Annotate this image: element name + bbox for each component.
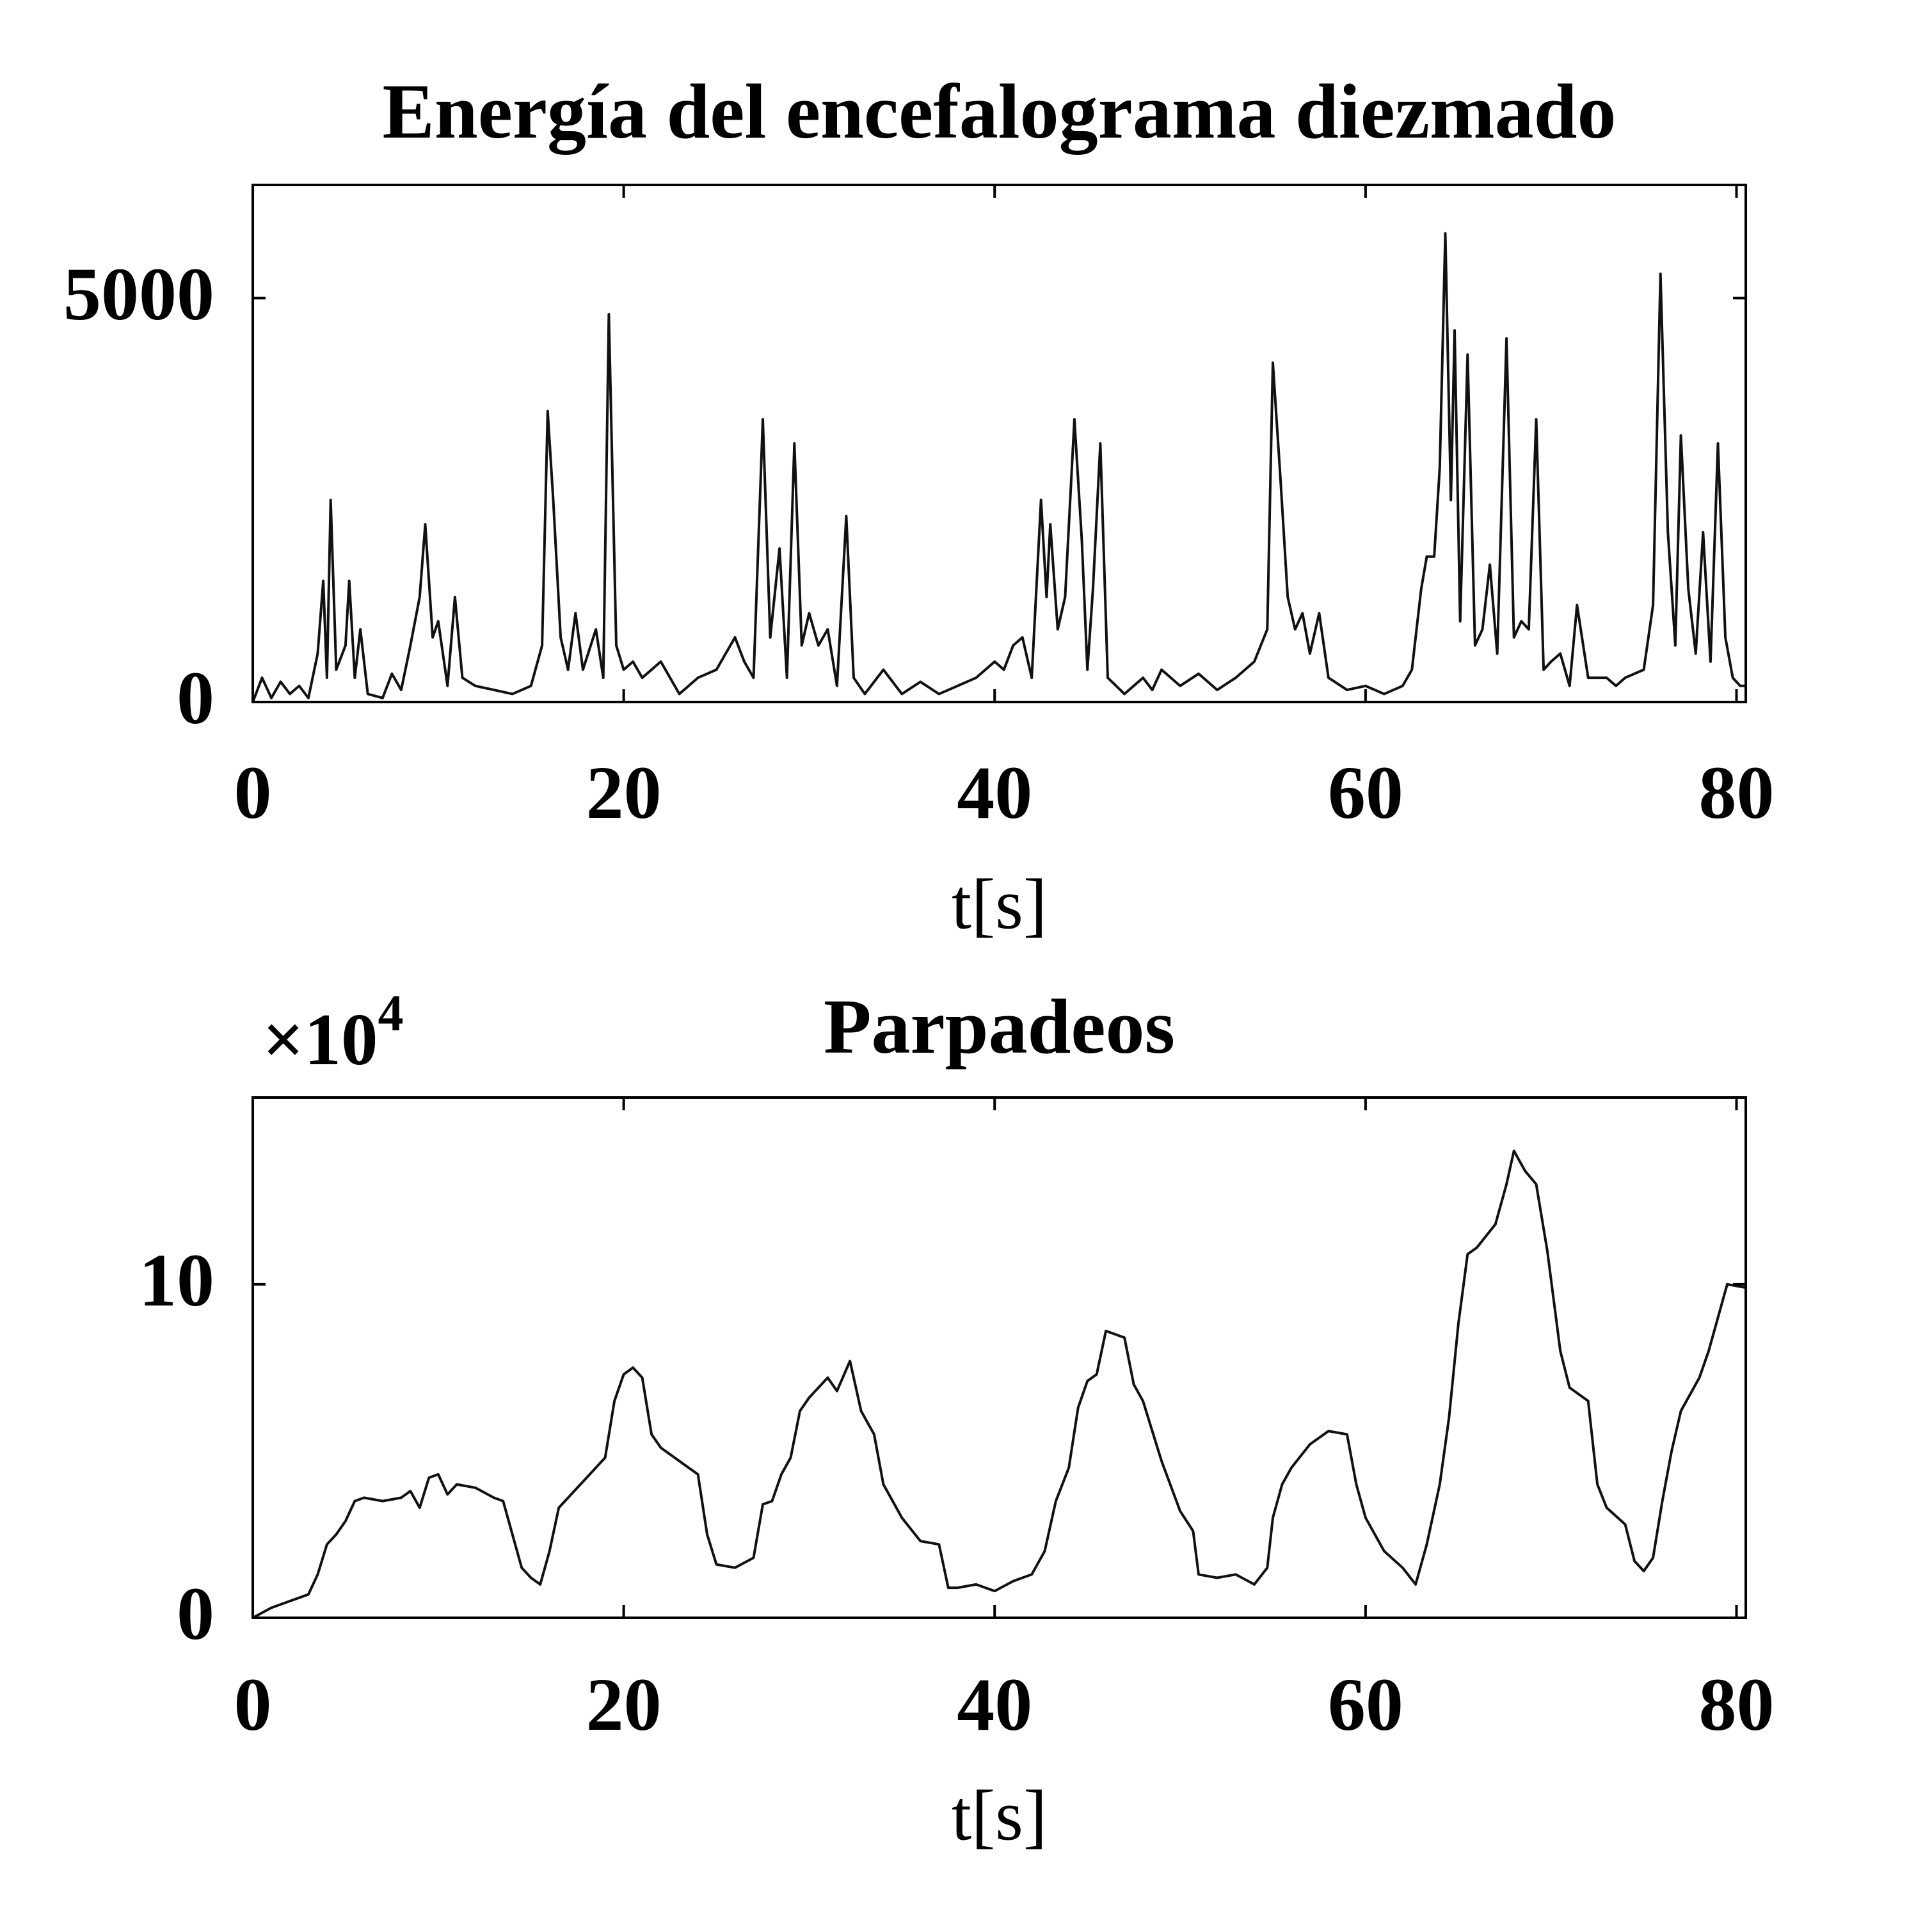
y-tick-label: 0 bbox=[177, 1572, 214, 1656]
x-tick-label: 20 bbox=[586, 1663, 662, 1746]
y-tick-label: 10 bbox=[139, 1238, 214, 1322]
y-tick-label: 0 bbox=[177, 656, 214, 740]
multiplier-base: ×10 bbox=[262, 999, 378, 1080]
x-tick-label: 80 bbox=[1699, 751, 1775, 834]
x-tick-label: 40 bbox=[957, 1663, 1032, 1746]
chart-title: Energía del encefalograma diezmado bbox=[383, 68, 1617, 155]
data-line bbox=[252, 1149, 1746, 1619]
x-axis-label: t[s] bbox=[952, 1776, 1047, 1856]
chart-title: Parpadeos bbox=[824, 984, 1175, 1070]
x-tick-label: 60 bbox=[1328, 751, 1403, 834]
data-line bbox=[251, 232, 1746, 703]
axes-frame bbox=[251, 1096, 1747, 1619]
x-tick-label: 60 bbox=[1328, 1663, 1403, 1746]
y-tick-label: 5000 bbox=[63, 252, 214, 336]
x-tick-label: 0 bbox=[234, 1663, 272, 1746]
x-axis-label: t[s] bbox=[952, 865, 1047, 945]
multiplier-exponent: 4 bbox=[378, 986, 404, 1042]
x-tick-label: 80 bbox=[1699, 1663, 1775, 1746]
x-tick-label: 0 bbox=[234, 751, 272, 834]
axes-frame bbox=[251, 184, 1747, 703]
x-tick-label: 40 bbox=[957, 751, 1032, 834]
axis-multiplier: ×104 bbox=[262, 986, 404, 1080]
x-tick-label: 20 bbox=[586, 751, 662, 834]
